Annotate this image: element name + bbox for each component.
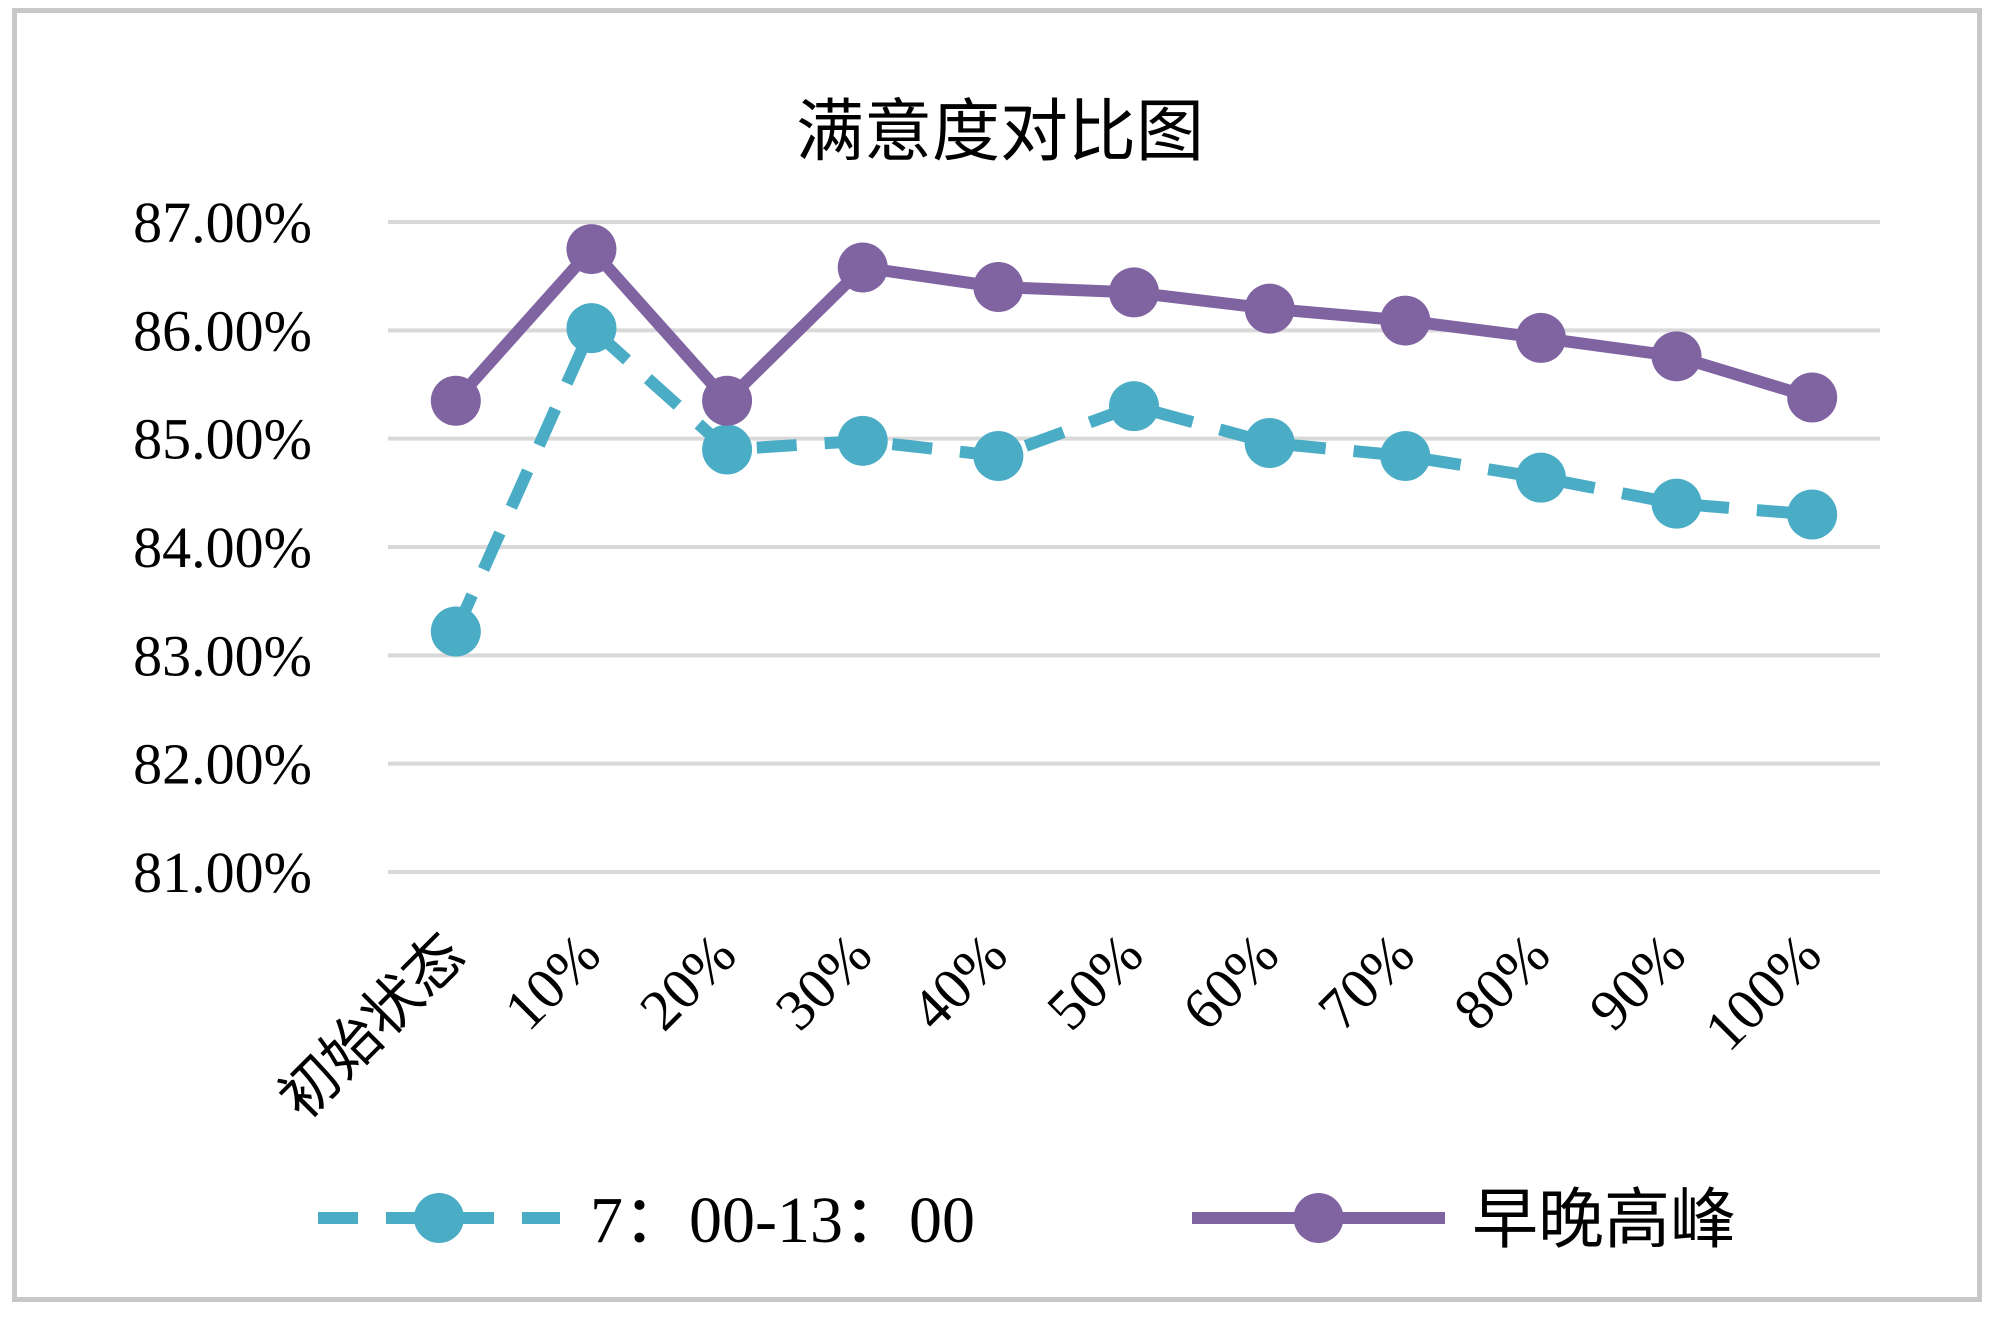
- data-point: [1651, 478, 1702, 529]
- data-point: [1380, 295, 1431, 346]
- x-tick-label: 100%: [1692, 921, 1834, 1063]
- x-tick-label: 50%: [1034, 921, 1155, 1042]
- data-point: [1109, 267, 1159, 318]
- data-point: [566, 224, 617, 275]
- data-point: [1787, 489, 1838, 540]
- series-lines: [430, 224, 1838, 657]
- data-point: [1244, 418, 1295, 468]
- legend-label: 7：00-13：00: [590, 1184, 975, 1257]
- y-tick-label: 86.00%: [133, 298, 312, 363]
- x-tick-label: 90%: [1577, 921, 1698, 1042]
- data-point: [1380, 431, 1431, 481]
- data-point: [430, 375, 481, 426]
- gridlines: [388, 220, 1880, 874]
- x-tick-label: 40%: [898, 921, 1019, 1042]
- y-tick-label: 84.00%: [133, 515, 312, 580]
- data-point: [837, 242, 888, 293]
- data-point: [1109, 381, 1159, 432]
- y-tick-label: 87.00%: [133, 190, 312, 255]
- x-tick-label: 70%: [1305, 921, 1426, 1042]
- chart-title: 满意度对比图: [796, 94, 1204, 170]
- x-axis-labels: 初始状态 10% 20% 30% 40% 50% 60% 70% 80% 90%100%: [267, 921, 1833, 1131]
- data-point: [973, 431, 1024, 481]
- x-tick-label: 30%: [763, 921, 884, 1042]
- data-point: [1515, 312, 1566, 363]
- x-tick-label: 20%: [627, 921, 748, 1042]
- data-point: [1787, 372, 1838, 423]
- x-tick-label: 10%: [491, 921, 612, 1042]
- x-tick-label: 80%: [1441, 921, 1562, 1042]
- y-tick-label: 85.00%: [133, 407, 312, 472]
- data-point: [430, 606, 481, 657]
- x-tick-label: 初始状态: [267, 921, 477, 1131]
- data-point: [1651, 331, 1702, 382]
- legend: 7：00-13：00 早晚高峰: [318, 1184, 1736, 1257]
- y-tick-label: 83.00%: [133, 623, 312, 688]
- y-tick-label: 82.00%: [133, 732, 312, 797]
- y-axis-labels: 81.00% 82.00% 83.00% 84.00% 85.00% 86.00% 87.0…: [133, 190, 312, 905]
- data-point: [837, 415, 888, 466]
- data-point: [702, 375, 753, 426]
- data-point: [973, 262, 1024, 312]
- data-point: [1244, 283, 1295, 334]
- y-tick-label: 81.00%: [133, 840, 312, 905]
- legend-marker: [414, 1193, 464, 1243]
- data-point: [702, 424, 753, 475]
- series-line: [450, 322, 1813, 634]
- legend-label: 早晚高峰: [1472, 1184, 1736, 1257]
- data-point: [566, 303, 617, 354]
- data-point: [1515, 452, 1566, 503]
- x-tick-label: 60%: [1170, 921, 1291, 1042]
- legend-marker: [1293, 1193, 1344, 1243]
